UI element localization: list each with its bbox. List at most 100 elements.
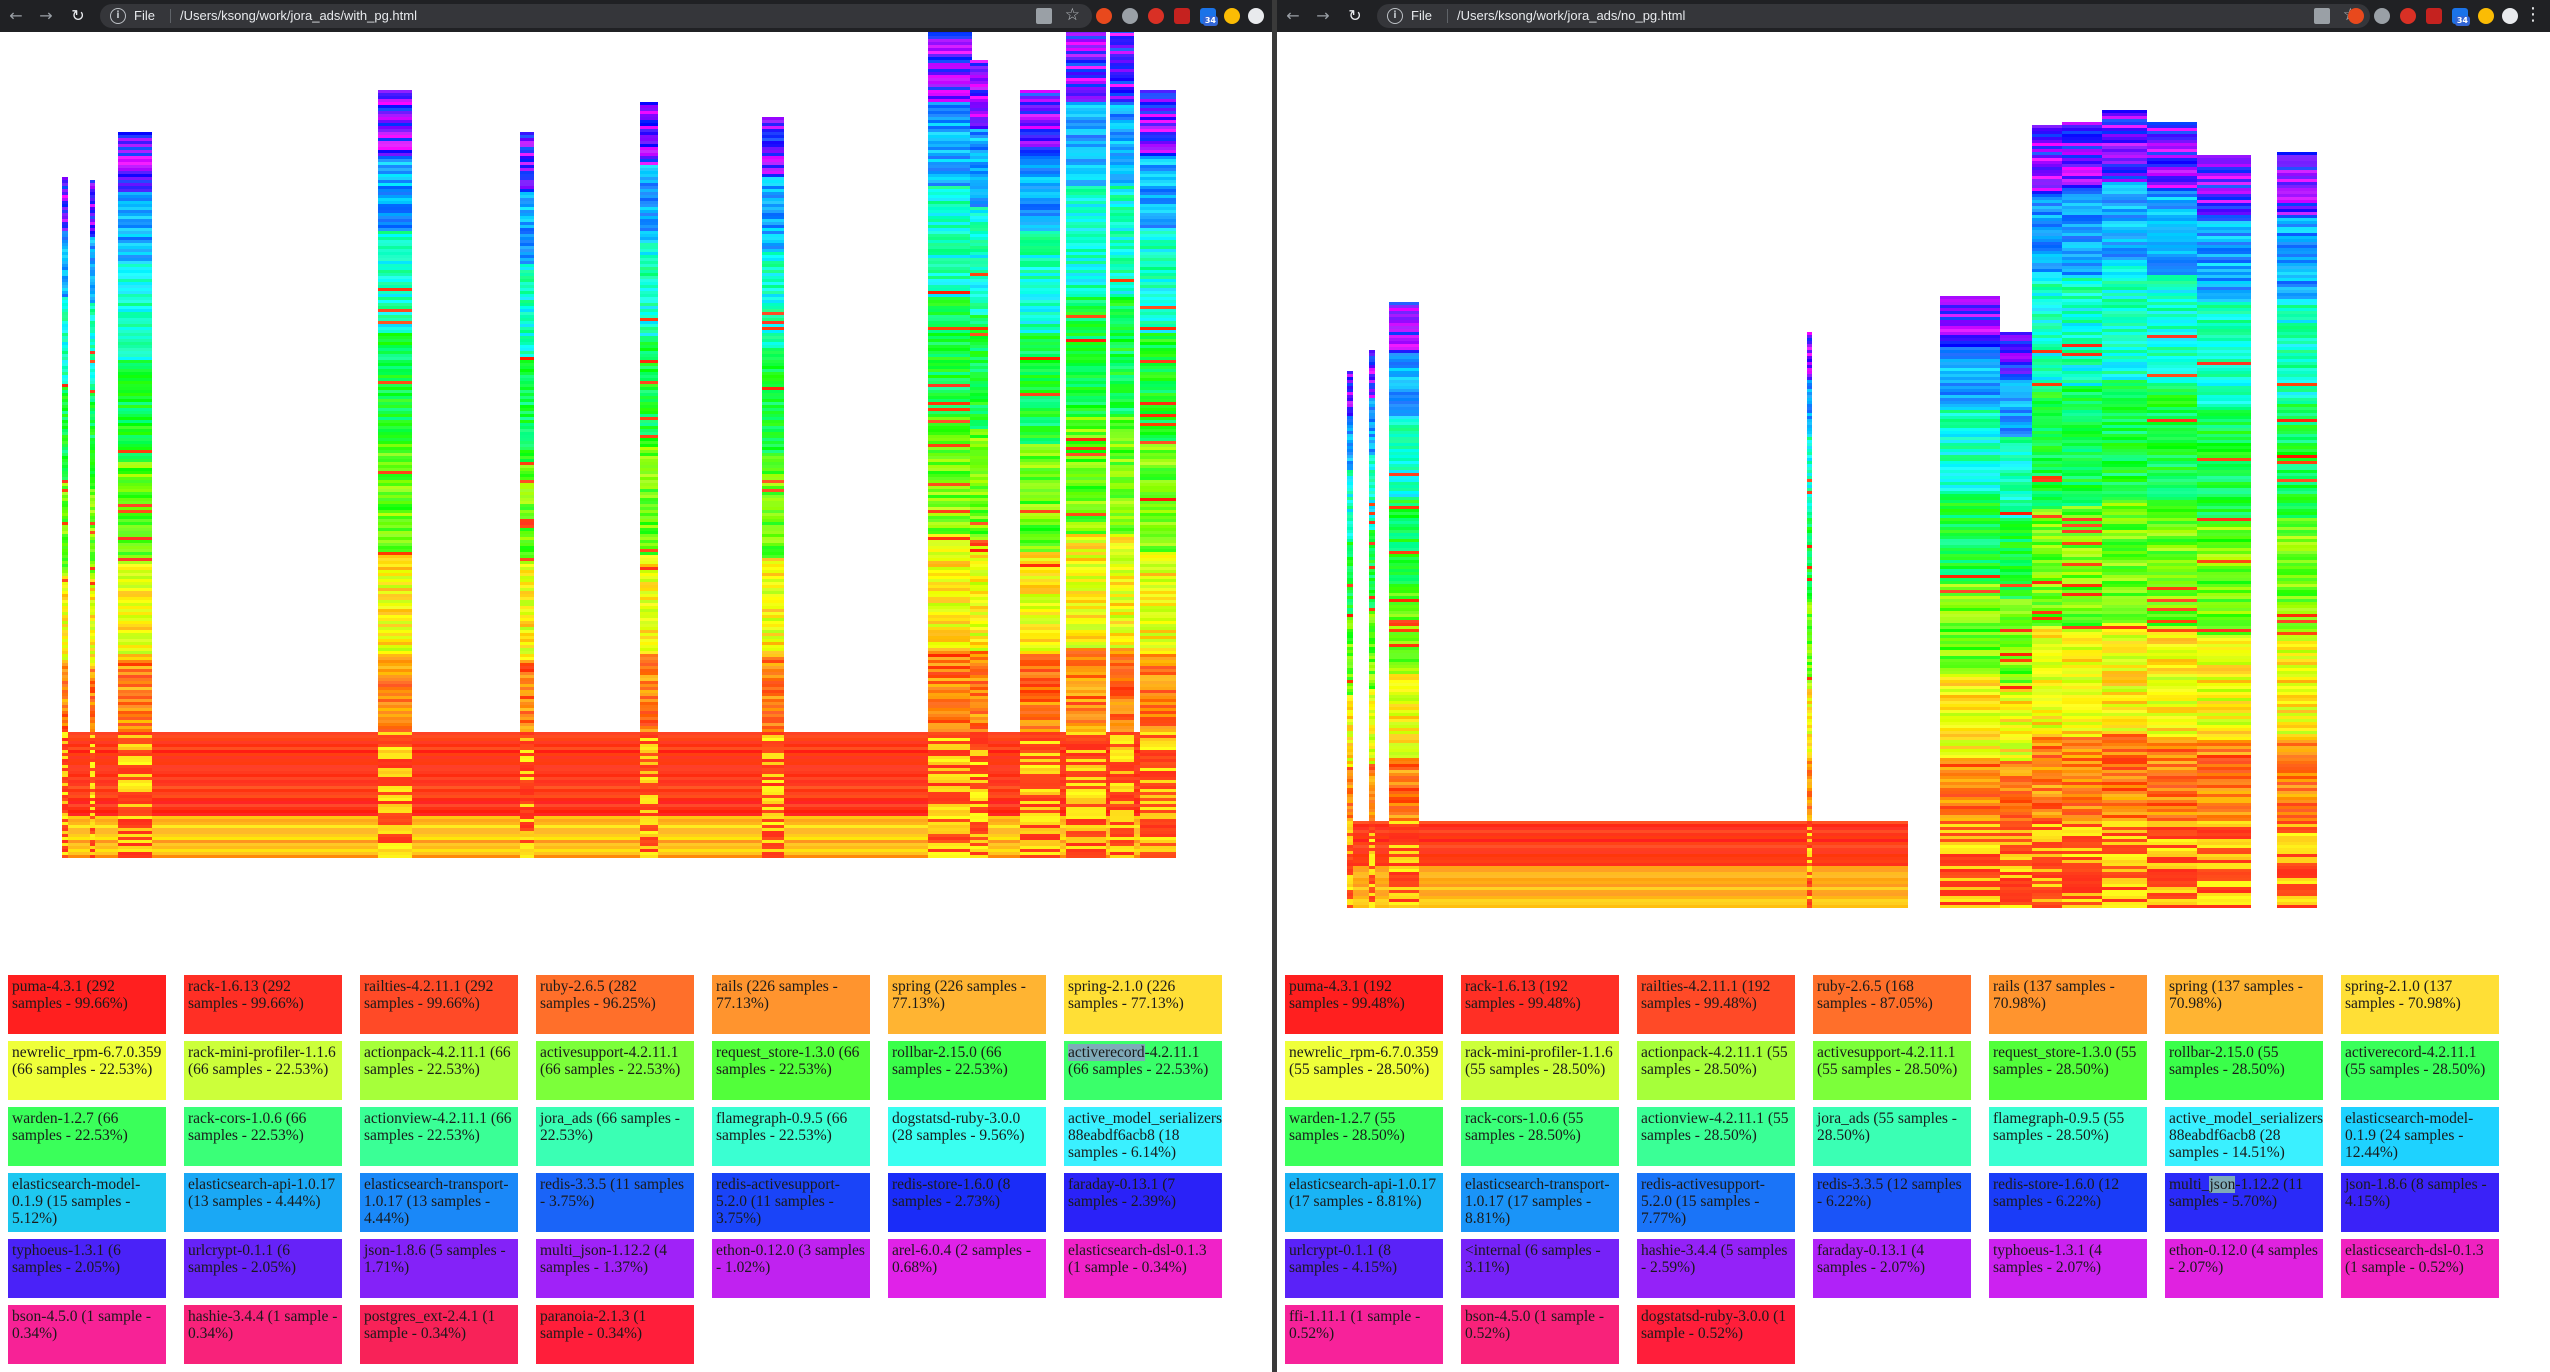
flame-frame[interactable]: [378, 669, 412, 672]
flame-frame[interactable]: [928, 795, 972, 798]
flame-frame[interactable]: [1940, 356, 2000, 359]
flame-frame[interactable]: [762, 120, 784, 123]
flame-frame[interactable]: [2000, 593, 2035, 596]
flame-frame[interactable]: [62, 303, 68, 306]
flame-frame[interactable]: [1140, 90, 1176, 93]
flame-frame[interactable]: [1140, 729, 1176, 732]
flame-frame[interactable]: [1140, 741, 1176, 744]
flame-frame[interactable]: [1807, 410, 1812, 413]
flame-frame[interactable]: [118, 276, 152, 279]
flame-frame[interactable]: [970, 435, 988, 438]
flame-frame[interactable]: [520, 627, 534, 630]
flame-frame[interactable]: [1807, 575, 1812, 578]
flame-frame[interactable]: [928, 288, 972, 291]
flame-frame[interactable]: [2032, 665, 2062, 668]
flame-frame[interactable]: [640, 297, 658, 300]
flame-frame[interactable]: [90, 825, 95, 828]
flame-frame[interactable]: [640, 681, 658, 684]
flame-frame[interactable]: [1347, 557, 1353, 560]
flame-frame[interactable]: [378, 804, 412, 807]
flame-frame[interactable]: [118, 249, 152, 252]
flame-frame[interactable]: [928, 264, 972, 267]
flame-frame[interactable]: [1347, 404, 1353, 407]
flame-frame[interactable]: [2062, 554, 2102, 557]
flame-frame[interactable]: [640, 291, 658, 294]
flame-frame[interactable]: [118, 300, 152, 303]
flame-frame[interactable]: [2062, 821, 2102, 824]
flame-frame[interactable]: [1347, 488, 1353, 491]
flame-frame[interactable]: [2032, 422, 2062, 425]
address-bar[interactable]: i File /Users/ksong/work/jora_ads/with_p…: [100, 4, 1092, 28]
flame-frame[interactable]: [762, 720, 784, 723]
flame-frame[interactable]: [762, 804, 784, 807]
flame-frame[interactable]: [1066, 540, 1106, 543]
flame-frame[interactable]: [1347, 746, 1353, 749]
flame-frame[interactable]: [762, 441, 784, 444]
flame-frame[interactable]: [640, 849, 658, 852]
flame-frame[interactable]: [1389, 554, 1419, 557]
flame-frame[interactable]: [1369, 671, 1375, 674]
flame-frame[interactable]: [1347, 476, 1353, 479]
flame-frame[interactable]: [520, 765, 534, 768]
flame-frame[interactable]: [1020, 414, 1060, 417]
flame-frame[interactable]: [1110, 591, 1134, 594]
flame-frame[interactable]: [928, 387, 972, 390]
flame-frame[interactable]: [1066, 495, 1106, 498]
flame-frame[interactable]: [1110, 744, 1134, 747]
flame-frame[interactable]: [928, 63, 972, 66]
flame-frame[interactable]: [62, 606, 68, 609]
flame-frame[interactable]: [62, 498, 68, 501]
flame-frame[interactable]: [378, 306, 412, 309]
flame-frame[interactable]: [1347, 623, 1353, 626]
flame-frame[interactable]: [1066, 39, 1106, 42]
flame-frame[interactable]: [1140, 96, 1176, 99]
flame-frame[interactable]: [1140, 456, 1176, 459]
flame-frame[interactable]: [2000, 482, 2035, 485]
flame-frame[interactable]: [1940, 659, 2000, 662]
flame-frame[interactable]: [1110, 282, 1134, 285]
flame-frame[interactable]: [1369, 842, 1375, 845]
flame-frame[interactable]: [118, 753, 152, 756]
flame-frame[interactable]: [640, 546, 658, 549]
flame-frame[interactable]: [118, 393, 152, 396]
flame-frame[interactable]: [62, 816, 1176, 819]
flame-frame[interactable]: [378, 513, 412, 516]
flame-frame[interactable]: [970, 333, 988, 336]
flame-frame[interactable]: [1347, 530, 1353, 533]
flame-frame[interactable]: [1807, 392, 1812, 395]
flame-frame[interactable]: [2062, 689, 2102, 692]
flame-frame[interactable]: [520, 846, 534, 849]
flame-frame[interactable]: [1110, 333, 1134, 336]
flame-frame[interactable]: [1389, 590, 1419, 593]
flame-frame[interactable]: [2032, 881, 2062, 884]
flame-frame[interactable]: [1369, 467, 1375, 470]
flame-frame[interactable]: [970, 408, 988, 411]
flame-frame[interactable]: [2032, 563, 2062, 566]
flame-frame[interactable]: [378, 480, 412, 483]
flame-frame[interactable]: [2000, 335, 2035, 338]
flame-frame[interactable]: [1347, 632, 1353, 635]
flame-frame[interactable]: [90, 210, 95, 213]
flame-frame[interactable]: [62, 513, 68, 516]
flame-frame[interactable]: [1066, 714, 1106, 717]
flame-frame[interactable]: [640, 600, 658, 603]
flame-frame[interactable]: [62, 792, 1176, 795]
flame-frame[interactable]: [1940, 689, 2000, 692]
flame-frame[interactable]: [1020, 108, 1060, 111]
flame-frame[interactable]: [118, 810, 152, 813]
flame-frame[interactable]: [928, 744, 972, 747]
flame-frame[interactable]: [90, 429, 95, 432]
flame-frame[interactable]: [1807, 509, 1812, 512]
flame-frame[interactable]: [2062, 539, 2102, 542]
flame-frame[interactable]: [1940, 467, 2000, 470]
flame-frame[interactable]: [762, 675, 784, 678]
flame-frame[interactable]: [1940, 620, 2000, 623]
flame-frame[interactable]: [1020, 198, 1060, 201]
flame-frame[interactable]: [378, 246, 412, 249]
flame-frame[interactable]: [762, 204, 784, 207]
flame-frame[interactable]: [1110, 624, 1134, 627]
flame-frame[interactable]: [520, 726, 534, 729]
flame-frame[interactable]: [640, 753, 658, 756]
flame-frame[interactable]: [762, 453, 784, 456]
flame-frame[interactable]: [90, 810, 95, 813]
